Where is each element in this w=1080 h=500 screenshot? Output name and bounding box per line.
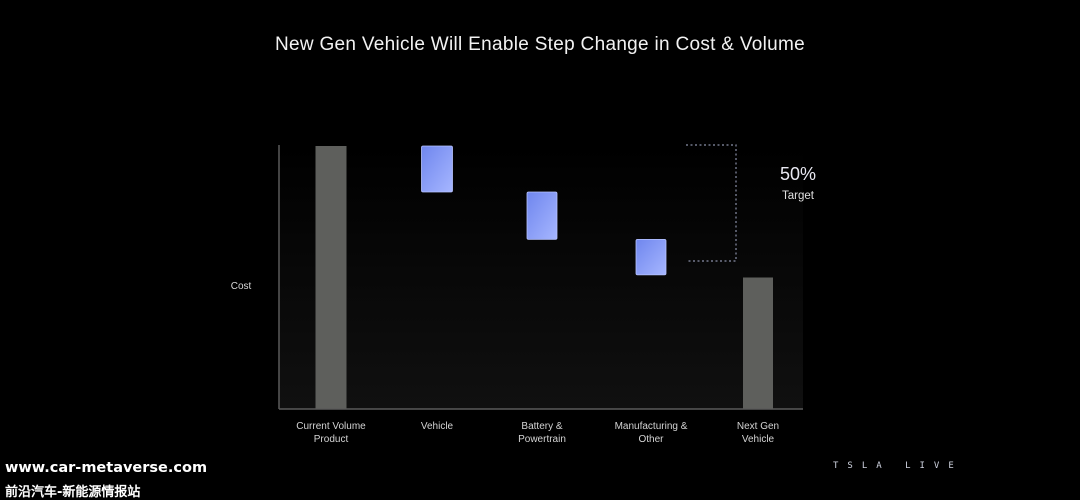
x-tick-label-1: Vehicle <box>421 421 454 432</box>
bar-0 <box>315 146 347 409</box>
x-tick-label-3: Manufacturing & Other <box>615 421 688 445</box>
x-tick-label-4: Next Gen Vehicle <box>737 421 779 445</box>
target-bracket <box>686 144 737 262</box>
target-percent: 50% <box>780 164 816 184</box>
plot-area <box>279 145 803 409</box>
bar-4 <box>743 277 773 409</box>
x-tick-label-0: Current Volume Product <box>296 421 366 445</box>
target-label: Target <box>782 190 815 202</box>
bar-1 <box>421 145 453 193</box>
watermark-url: www.car-metaverse.com <box>5 460 208 476</box>
bar-3 <box>635 238 667 276</box>
x-tick-label-2: Battery & Powertrain <box>518 421 566 445</box>
slide-title: New Gen Vehicle Will Enable Step Change … <box>274 34 806 55</box>
watermark-cn: 前沿汽车-新能源情报站 <box>5 485 141 500</box>
brand-logo: TSLA LIVE <box>833 461 963 471</box>
y-axis-label: Cost <box>231 281 252 292</box>
bar-2 <box>526 191 558 240</box>
